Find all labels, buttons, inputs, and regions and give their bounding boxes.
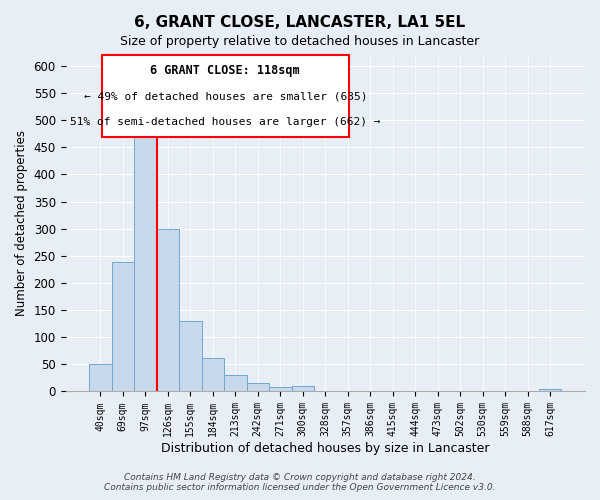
Text: 51% of semi-detached houses are larger (662) →: 51% of semi-detached houses are larger (…	[70, 116, 380, 126]
Text: 6 GRANT CLOSE: 118sqm: 6 GRANT CLOSE: 118sqm	[151, 64, 300, 78]
Bar	[269, 387, 292, 392]
Bar	[224, 375, 247, 392]
FancyBboxPatch shape	[102, 55, 349, 138]
Bar	[247, 384, 269, 392]
Bar	[179, 321, 202, 392]
Bar	[112, 262, 134, 392]
Bar	[157, 228, 179, 392]
Bar	[292, 386, 314, 392]
Text: ← 49% of detached houses are smaller (635): ← 49% of detached houses are smaller (63…	[83, 91, 367, 101]
Bar	[314, 391, 337, 392]
Text: 6, GRANT CLOSE, LANCASTER, LA1 5EL: 6, GRANT CLOSE, LANCASTER, LA1 5EL	[134, 15, 466, 30]
Bar	[134, 136, 157, 392]
X-axis label: Distribution of detached houses by size in Lancaster: Distribution of detached houses by size …	[161, 442, 490, 455]
Bar	[202, 358, 224, 392]
Y-axis label: Number of detached properties: Number of detached properties	[15, 130, 28, 316]
Bar	[539, 389, 562, 392]
Text: Size of property relative to detached houses in Lancaster: Size of property relative to detached ho…	[121, 35, 479, 48]
Bar	[89, 364, 112, 392]
Text: Contains HM Land Registry data © Crown copyright and database right 2024.
Contai: Contains HM Land Registry data © Crown c…	[104, 473, 496, 492]
